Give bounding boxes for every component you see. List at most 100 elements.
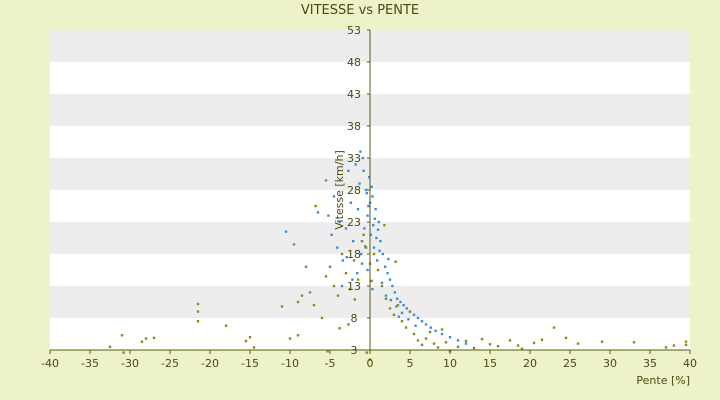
- data-point: [632, 341, 636, 344]
- data-point: [360, 262, 364, 265]
- data-point: [288, 337, 292, 340]
- data-point: [564, 336, 568, 340]
- data-point: [368, 358, 372, 361]
- data-point: [196, 302, 200, 306]
- data-point: [400, 311, 404, 315]
- y-tick-label: 3: [351, 344, 358, 357]
- data-point: [360, 252, 363, 256]
- data-point: [324, 179, 328, 182]
- data-point: [378, 249, 381, 252]
- data-point: [373, 217, 376, 220]
- data-point: [488, 343, 492, 346]
- data-point: [456, 345, 460, 348]
- data-point: [392, 313, 396, 316]
- data-point: [361, 156, 364, 160]
- data-point: [464, 339, 468, 343]
- x-tick-label: -5: [325, 357, 336, 370]
- data-point: [416, 339, 420, 342]
- data-point: [444, 341, 448, 344]
- data-point: [388, 278, 392, 281]
- data-point: [664, 346, 668, 349]
- x-tick-label: -35: [81, 357, 99, 370]
- data-point: [340, 252, 344, 256]
- x-tick-label: 40: [683, 357, 697, 370]
- data-point: [292, 243, 296, 246]
- data-point: [296, 300, 300, 304]
- data-point: [402, 304, 405, 307]
- x-tick-label: -25: [161, 357, 179, 370]
- data-point: [368, 176, 371, 179]
- data-point: [363, 227, 366, 230]
- data-point: [326, 350, 329, 353]
- data-point: [344, 272, 348, 275]
- y-tick-label: 18: [347, 248, 361, 261]
- data-point: [396, 297, 399, 300]
- data-point: [300, 294, 304, 297]
- data-point: [328, 265, 332, 268]
- data-point: [399, 300, 402, 304]
- data-point: [122, 351, 125, 354]
- data-point: [374, 208, 377, 211]
- data-point: [389, 298, 392, 302]
- data-point: [384, 265, 387, 268]
- x-axis-ticks: -40 -35 -30 -25 -20 -15 -10 -5 0 5 10 15 20 25 30 35 40: [41, 350, 697, 370]
- data-point: [224, 324, 228, 327]
- data-point: [420, 320, 424, 323]
- data-point: [387, 257, 390, 261]
- data-point: [532, 341, 536, 345]
- data-point: [120, 334, 124, 337]
- data-point: [377, 220, 380, 224]
- data-point: [364, 245, 367, 248]
- y-axis-label: Vitesse [km/h]: [333, 150, 346, 230]
- data-point: [344, 227, 348, 230]
- data-point: [252, 346, 256, 349]
- y-tick-label: 38: [347, 120, 361, 133]
- data-point: [429, 326, 432, 329]
- data-point: [360, 240, 364, 243]
- data-point: [353, 298, 356, 301]
- x-tick-label: -40: [41, 357, 59, 370]
- y-tick-label: 53: [347, 24, 361, 37]
- data-points: [108, 150, 688, 361]
- data-point: [480, 337, 484, 341]
- data-point: [380, 284, 384, 288]
- data-point: [381, 252, 384, 256]
- data-point: [330, 233, 333, 236]
- data-point: [393, 291, 396, 294]
- data-point: [456, 339, 460, 342]
- data-point: [372, 224, 375, 227]
- x-tick-label: 35: [643, 357, 657, 370]
- data-point: [376, 259, 379, 262]
- data-point: [364, 188, 368, 192]
- data-point: [336, 294, 340, 297]
- data-point: [352, 259, 356, 262]
- data-point: [248, 336, 252, 339]
- data-point: [366, 214, 369, 217]
- data-point: [356, 208, 360, 211]
- data-point: [508, 339, 512, 342]
- data-point: [362, 233, 365, 236]
- data-point: [244, 339, 248, 343]
- data-point: [672, 344, 676, 347]
- data-point: [404, 326, 408, 329]
- data-point: [440, 332, 444, 336]
- data-point: [341, 259, 344, 262]
- data-point: [196, 310, 200, 313]
- data-point: [436, 346, 440, 349]
- x-tick-label: 20: [523, 357, 537, 370]
- data-point: [352, 240, 355, 243]
- data-point: [416, 316, 420, 320]
- data-point: [376, 228, 380, 231]
- data-point: [388, 307, 392, 310]
- data-point: [336, 246, 339, 249]
- y-tick-label: 13: [347, 280, 361, 293]
- data-point: [356, 278, 360, 281]
- data-point: [383, 224, 386, 227]
- x-tick-label: -30: [121, 357, 139, 370]
- chart-title: VITESSE vs PENTE: [300, 3, 420, 18]
- data-point: [428, 330, 432, 334]
- data-point: [362, 169, 365, 172]
- data-point: [396, 304, 400, 307]
- data-point: [327, 214, 330, 217]
